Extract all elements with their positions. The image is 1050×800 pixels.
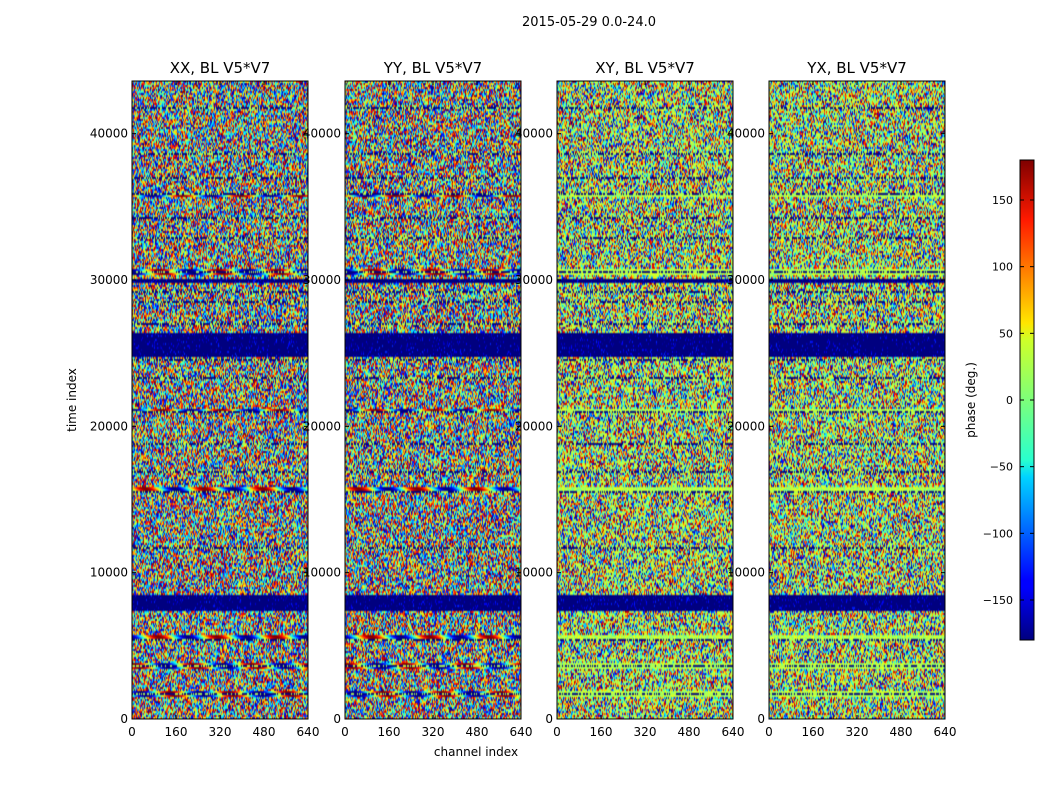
colorbar-label: phase (deg.) [964,362,978,438]
x-tick-label: 320 [846,725,869,739]
y-tick-label: 10000 [303,566,341,580]
y-tick-label: 40000 [303,127,341,141]
x-tick-label: 480 [253,725,276,739]
panel-title: YX, BL V5*V7 [806,59,907,77]
x-tick-label: 160 [802,725,825,739]
x-tick-label: 0 [341,725,349,739]
x-tick-label: 640 [510,725,533,739]
panel-yx: YX, BL V5*V7 0 160 320 480 640 0 10000 20000 3000… [727,59,957,739]
panel-xy: XY, BL V5*V7 0 160 320 480 640 0 10000 20000 3000… [515,59,745,739]
colorbar-tick-label: −150 [983,594,1013,607]
x-tick-label: 640 [934,725,957,739]
colorbar-tick-label: 0 [1006,394,1013,407]
colorbar-tick-label: −50 [990,461,1013,474]
x-tick-label: 0 [128,725,136,739]
x-tick-label: 160 [165,725,188,739]
y-tick-label: 10000 [515,566,553,580]
panel-xx: XX, BL V5*V7 0 160 320 480 640 0 10000 20000 3000… [90,59,320,739]
y-tick-label: 20000 [90,419,128,433]
x-tick-label: 160 [590,725,613,739]
x-tick-label: 0 [765,725,773,739]
x-tick-label: 640 [722,725,745,739]
panels: XX, BL V5*V7 0 160 320 480 640 0 10000 20000 3000… [90,59,957,739]
panel-yy: YY, BL V5*V7 0 160 320 480 640 0 10000 20000 3000… [303,59,533,739]
colorbar-tick-label: 100 [992,261,1013,274]
panel-title: YY, BL V5*V7 [383,59,482,77]
heatmap-xx [132,81,308,719]
colorbar-tick-label: −100 [983,527,1013,540]
panel-title: XX, BL V5*V7 [170,59,271,77]
heatmap-yy [345,81,521,719]
x-tick-label: 320 [209,725,232,739]
x-tick-label: 640 [297,725,320,739]
panel-title: XY, BL V5*V7 [595,59,695,77]
heatmap-xy [557,81,733,719]
y-tick-label: 20000 [303,419,341,433]
y-tick-label: 30000 [727,273,765,287]
y-tick-label: 40000 [90,127,128,141]
x-tick-label: 320 [634,725,657,739]
y-tick-label: 30000 [303,273,341,287]
x-tick-label: 480 [678,725,701,739]
x-tick-label: 320 [422,725,445,739]
y-tick-label: 30000 [515,273,553,287]
heatmap-yx [769,81,945,719]
colorbar-ticks: −150 −100 −50 0 50 100 150 [983,194,1034,607]
y-axis-label: time index [65,368,79,432]
y-tick-label: 20000 [727,419,765,433]
y-tick-label: 10000 [727,566,765,580]
y-tick-label: 0 [120,712,128,726]
y-tick-label: 0 [333,712,341,726]
y-tick-label: 40000 [515,127,553,141]
y-tick-label: 10000 [90,566,128,580]
x-tick-label: 480 [466,725,489,739]
x-tick-label: 0 [553,725,561,739]
figure-suptitle: 2015-05-29 0.0-24.0 [522,15,656,30]
y-tick-label: 20000 [515,419,553,433]
x-tick-label: 480 [890,725,913,739]
y-tick-label: 30000 [90,273,128,287]
y-tick-label: 0 [757,712,765,726]
y-tick-label: 0 [545,712,553,726]
colorbar: −150 −100 −50 0 50 100 150 phase (deg.) [964,159,1035,641]
x-tick-label: 160 [378,725,401,739]
colorbar-tick-label: 50 [999,327,1013,340]
y-tick-label: 40000 [727,127,765,141]
x-axis-label: channel index [434,745,518,759]
colorbar-tick-label: 150 [992,194,1013,207]
